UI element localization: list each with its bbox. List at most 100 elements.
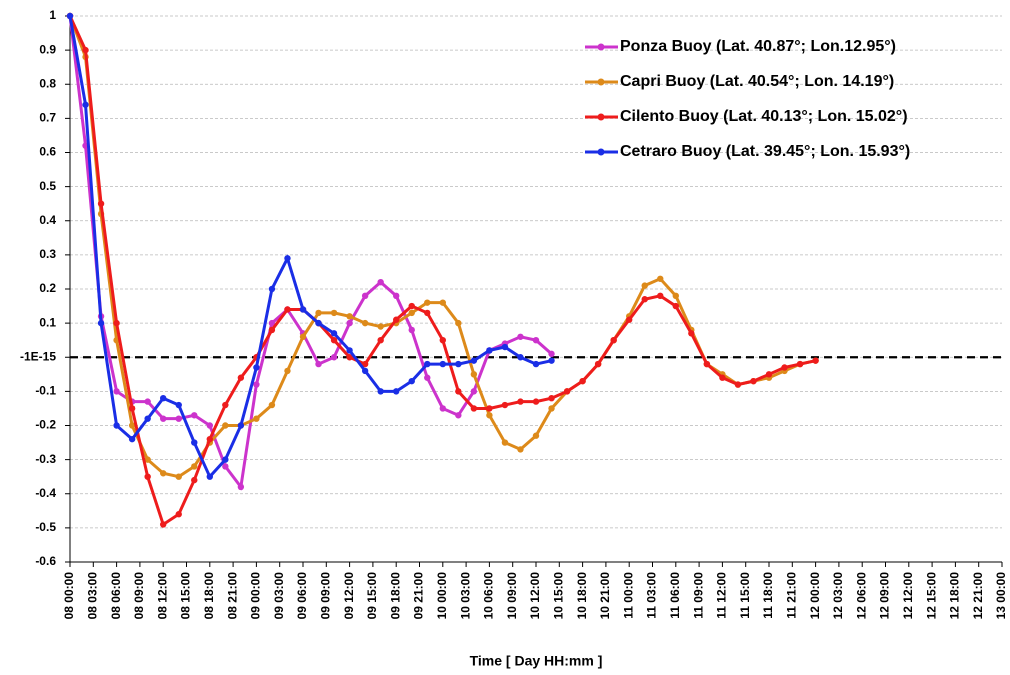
data-point [408,309,415,317]
data-point [408,326,415,334]
y-tick-label: 0.1 [39,315,56,329]
x-tick-label: 11 21:00 [784,572,798,619]
x-tick-label: 10 03:00 [458,572,472,620]
data-point [315,319,322,327]
data-point [688,330,695,337]
y-tick-label: 0.8 [39,76,56,90]
y-tick-label: 0.2 [39,281,56,295]
data-point [113,388,120,395]
x-tick-label: 12 03:00 [831,572,845,620]
x-tick-label: 09 03:00 [272,572,286,620]
x-axis-title: Time [ Day HH:mm ] [470,653,603,669]
data-point [408,302,415,310]
data-point [470,357,478,364]
data-point [517,333,524,340]
data-point [222,401,229,409]
data-point [672,302,679,310]
data-point [501,401,509,409]
data-point [191,463,198,470]
data-point [424,374,431,381]
data-point [719,374,726,381]
data-point [455,360,462,368]
series-line [68,15,816,527]
data-point [206,422,213,429]
x-tick-label: 08 21:00 [225,572,239,620]
series-line [68,15,553,491]
legend-label: Cetraro Buoy (Lat. 39.45°; Lon. 15.93°) [620,143,910,160]
y-tick-label: -0.4 [35,486,56,500]
x-tick-label: 08 18:00 [202,572,216,620]
data-point [284,367,291,375]
x-tick-label: 12 15:00 [924,572,938,620]
data-point [734,381,742,388]
data-point [222,422,229,429]
data-point [330,354,338,361]
y-tick-label: 0.6 [39,145,56,159]
data-point [439,405,446,412]
data-point [455,412,462,419]
data-point [532,360,540,368]
x-tick-label: 10 21:00 [598,572,612,620]
data-point [439,299,446,306]
data-point [424,299,431,306]
x-tick-label: 11 06:00 [668,572,682,619]
data-point [97,319,105,327]
x-tick-label: 12 18:00 [948,572,962,620]
data-point [393,388,400,395]
data-point [455,319,462,327]
x-tick-label: 09 18:00 [388,572,402,620]
data-point [393,316,400,323]
data-point [641,296,648,303]
data-point [128,435,136,443]
data-point [517,398,524,405]
data-point [206,435,213,443]
data-point [812,357,819,364]
data-point [128,422,136,429]
data-point [424,360,431,368]
data-point [455,388,462,395]
data-point [579,377,586,385]
data-point [796,360,804,368]
data-point [330,309,338,317]
data-point [361,360,369,368]
x-tick-label: 09 00:00 [249,572,263,620]
data-point [486,347,493,354]
data-point [486,405,493,412]
data-point [346,354,353,361]
data-point [346,347,353,354]
legend-label: Ponza Buoy (Lat. 40.87°; Lon.12.95°) [620,38,896,55]
data-point [268,401,276,409]
data-point [781,364,788,371]
data-point [377,388,384,395]
data-point [175,473,182,480]
x-tick-label: 08 06:00 [109,572,123,620]
data-point [237,483,245,491]
y-tick-label: -1E-15 [20,349,56,363]
data-point [393,292,400,300]
data-point [82,101,89,108]
data-point [144,398,151,405]
x-tick-label: 08 03:00 [85,572,99,620]
data-point [470,371,478,378]
data-point [160,470,167,477]
x-tick-label: 11 09:00 [691,572,705,619]
data-point [253,415,260,422]
x-tick-label: 12 12:00 [901,572,915,620]
data-point [672,292,679,300]
data-point [346,319,353,327]
x-tick-label: 10 09:00 [505,572,519,620]
data-point [439,336,446,344]
x-tick-label: 10 00:00 [435,572,449,620]
data-point [268,319,276,327]
y-tick-label: 0.3 [39,247,56,261]
data-point [330,336,338,344]
data-point [501,343,509,351]
data-point [657,292,664,300]
legend-label: Capri Buoy (Lat. 40.54°; Lon. 14.19°) [620,73,894,90]
data-point [175,415,182,422]
legend-marker [597,148,605,156]
data-point [268,285,276,293]
data-point [144,456,151,463]
legend-marker [597,113,605,121]
